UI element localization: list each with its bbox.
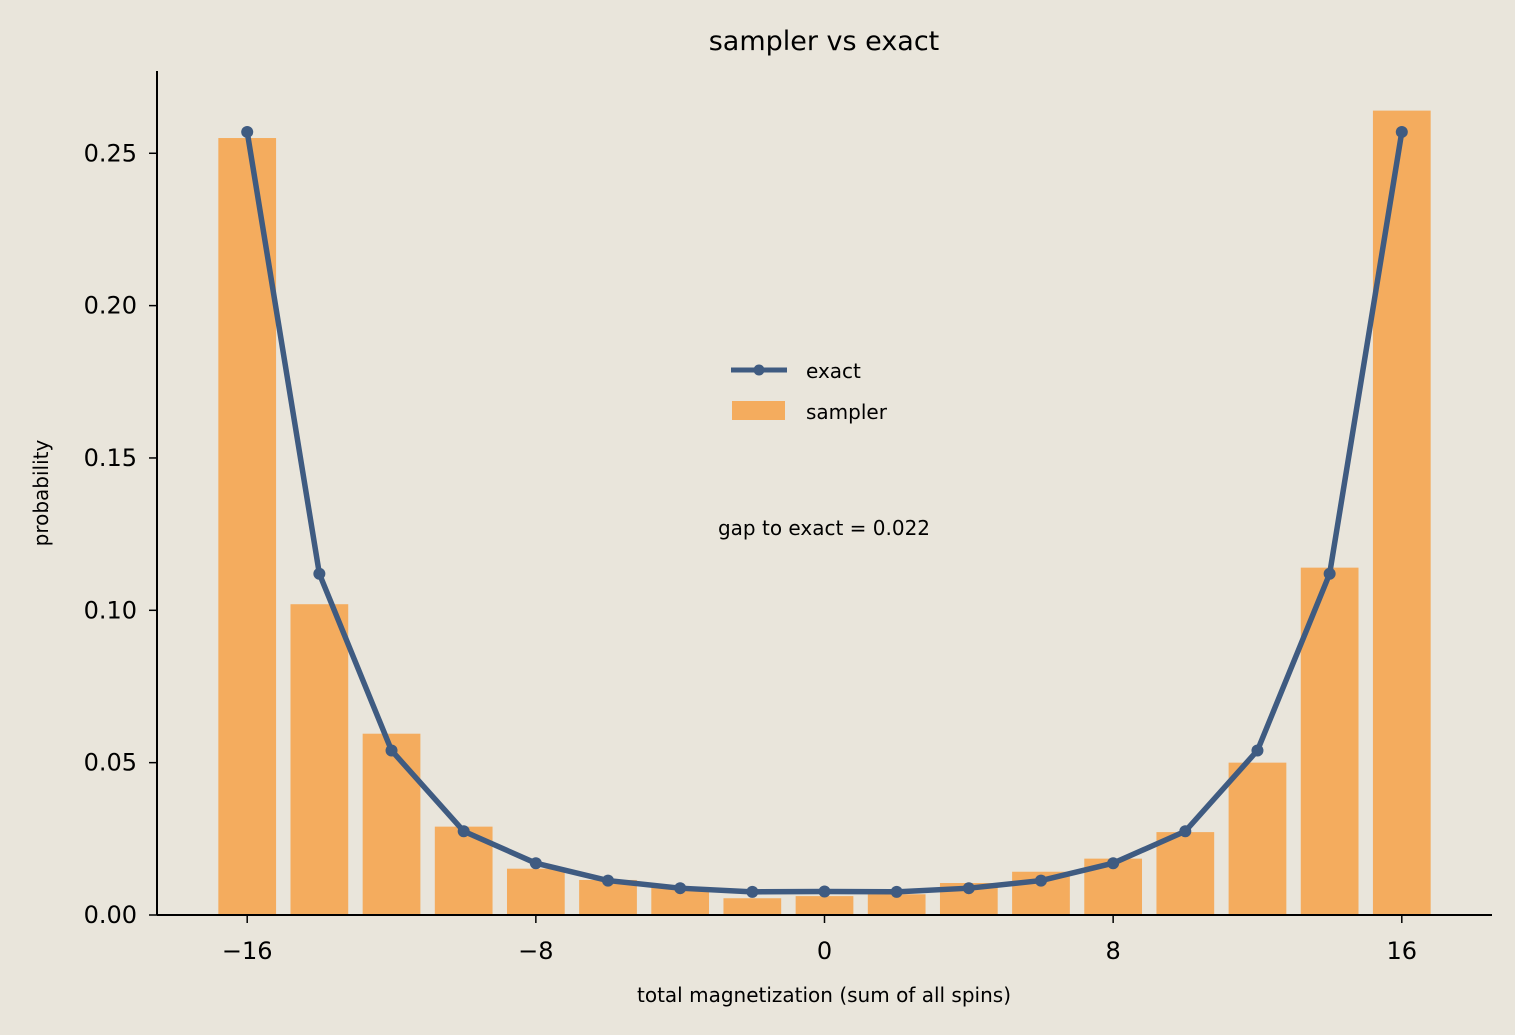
exact-point xyxy=(1034,874,1047,887)
exact-point xyxy=(529,857,542,870)
chart-title: sampler vs exact xyxy=(709,26,940,57)
legend: exact sampler xyxy=(731,359,888,424)
sampler-bar xyxy=(218,138,277,915)
sampler-bar xyxy=(1228,762,1287,915)
x-tick-label: 0 xyxy=(817,937,832,965)
x-tick-label: −16 xyxy=(222,937,273,965)
sampler-bar xyxy=(1372,110,1431,916)
sampler-bar xyxy=(290,604,349,915)
axes: −16 −8 0 8 16 0.00 0.05 0.10 0.15 0.20 0.25 xyxy=(84,71,1492,965)
sampler-bar xyxy=(795,896,854,915)
legend-exact-marker xyxy=(753,364,765,376)
sampler-bar xyxy=(867,894,926,915)
exact-point xyxy=(457,825,470,838)
exact-point xyxy=(674,882,687,895)
sampler-bar xyxy=(1156,832,1215,915)
legend-sampler-label: sampler xyxy=(806,400,888,424)
y-tick-label: 0.10 xyxy=(84,596,137,624)
sampler-bar xyxy=(362,733,421,915)
exact-point xyxy=(1323,567,1336,580)
exact-point xyxy=(1179,825,1192,838)
x-tick-label: 8 xyxy=(1106,937,1121,965)
bar-series xyxy=(218,110,1431,916)
exact-point xyxy=(313,567,326,580)
y-tick-label: 0.15 xyxy=(84,444,137,472)
y-tick-label: 0.00 xyxy=(84,901,137,929)
exact-point xyxy=(746,885,759,898)
gap-annotation: gap to exact = 0.022 xyxy=(718,516,930,540)
legend-exact-label: exact xyxy=(806,359,861,383)
exact-point xyxy=(962,882,975,895)
exact-point xyxy=(602,874,615,887)
y-axis-label: probability xyxy=(29,439,53,546)
x-tick-label: −8 xyxy=(518,937,553,965)
y-tick-label: 0.25 xyxy=(84,139,137,167)
legend-sampler-swatch xyxy=(732,401,785,420)
exact-point xyxy=(1251,744,1264,757)
exact-point xyxy=(385,744,398,757)
y-tick-label: 0.20 xyxy=(84,292,137,320)
exact-point xyxy=(818,885,831,898)
exact-point xyxy=(1107,857,1120,870)
exact-point xyxy=(1395,125,1408,138)
exact-point xyxy=(890,885,903,898)
x-axis-label: total magnetization (sum of all spins) xyxy=(637,983,1011,1007)
y-tick-label: 0.05 xyxy=(84,749,137,777)
x-tick-label: 16 xyxy=(1387,937,1418,965)
sampler-bar xyxy=(723,898,782,915)
sampler-bar xyxy=(506,868,565,915)
line-series xyxy=(241,125,1408,898)
exact-point xyxy=(241,125,254,138)
